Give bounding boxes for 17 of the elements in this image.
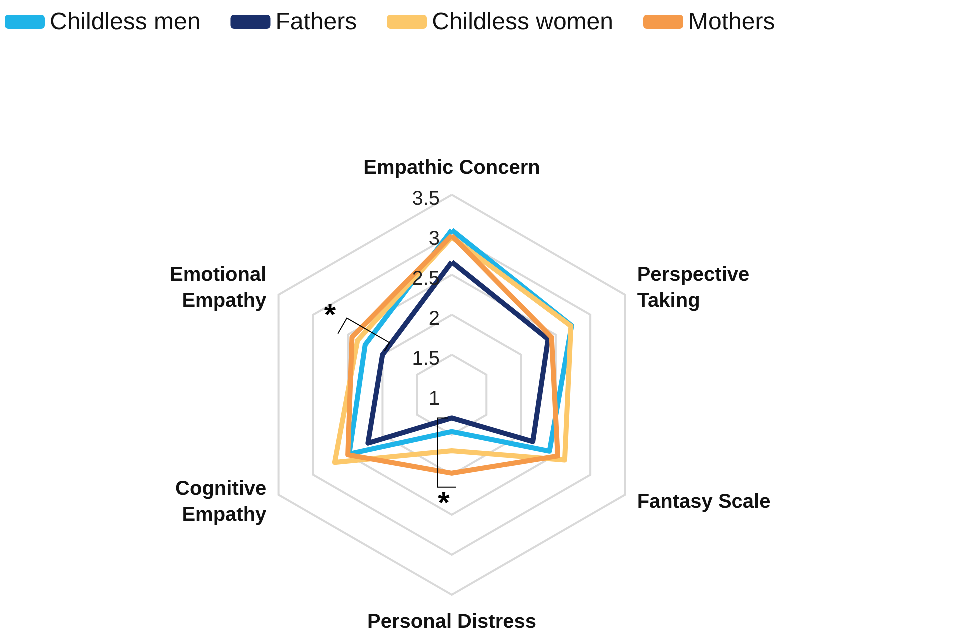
y-tick-label: 1.5 [412,348,440,370]
legend-label: Childless men [50,8,201,36]
legend-label: Fathers [276,8,358,36]
text: * [324,298,336,332]
spoke-label: Emotional Empathy [170,264,268,312]
spoke-label: Personal Distress [368,611,536,633]
y-tick-label: 2 [428,308,440,330]
y-tick-label: 3.5 [412,188,440,210]
spoke-label: Empathic Concern [364,157,540,179]
spoke-label: Cognitive Empathy [176,478,268,526]
y-tick-label: 1 [428,388,440,410]
spoke-label: Perspective Taking [637,264,750,312]
spoke-label: Fantasy Scale [637,491,771,513]
y-tick-label: 3 [428,228,440,250]
legend-label: Mothers [688,8,776,36]
legend-label: Childless women [432,8,614,36]
text: * [438,486,450,520]
